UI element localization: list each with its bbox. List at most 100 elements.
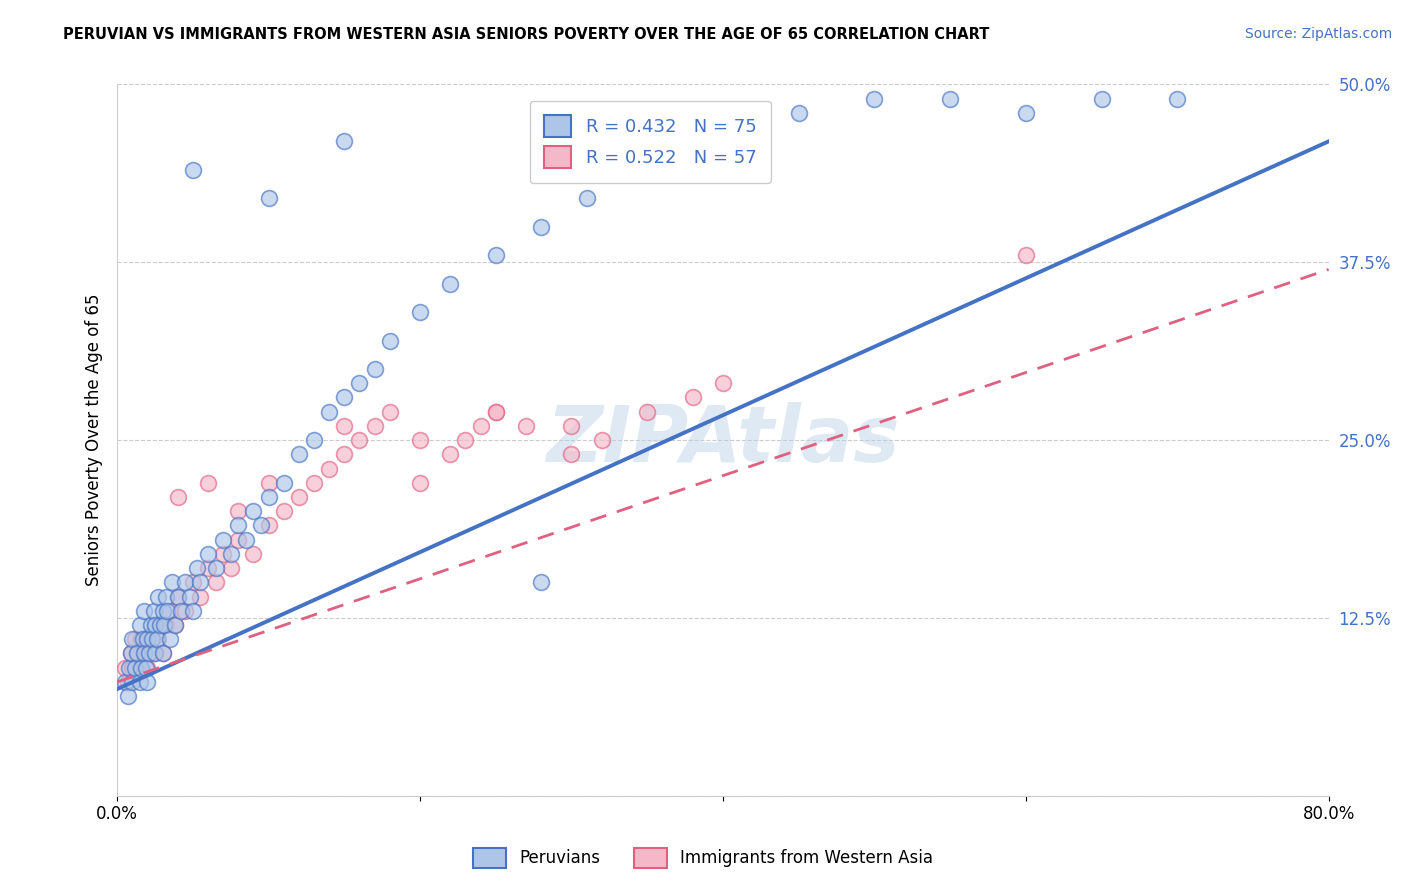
Point xyxy=(117,675,139,690)
Point xyxy=(136,675,159,690)
Point xyxy=(129,675,152,690)
Point xyxy=(120,647,142,661)
Point xyxy=(485,248,508,262)
Point xyxy=(139,618,162,632)
Point xyxy=(163,618,186,632)
Point xyxy=(682,391,704,405)
Point xyxy=(591,433,613,447)
Point xyxy=(378,334,401,348)
Point xyxy=(454,433,477,447)
Point xyxy=(166,490,188,504)
Point xyxy=(181,604,204,618)
Point xyxy=(152,647,174,661)
Point xyxy=(149,618,172,632)
Point xyxy=(159,632,181,647)
Point xyxy=(121,632,143,647)
Point xyxy=(787,106,810,120)
Point xyxy=(170,604,193,618)
Point xyxy=(363,418,385,433)
Point xyxy=(228,504,250,518)
Point xyxy=(250,518,273,533)
Point xyxy=(159,604,181,618)
Point xyxy=(1166,92,1188,106)
Point xyxy=(197,547,219,561)
Point xyxy=(146,632,169,647)
Point xyxy=(485,404,508,418)
Point xyxy=(160,575,183,590)
Point xyxy=(129,661,152,675)
Point xyxy=(124,632,146,647)
Point xyxy=(125,647,148,661)
Point xyxy=(125,647,148,661)
Point xyxy=(131,661,153,675)
Point xyxy=(132,632,155,647)
Point xyxy=(142,647,165,661)
Point xyxy=(197,561,219,575)
Point xyxy=(575,191,598,205)
Point xyxy=(136,661,159,675)
Point xyxy=(114,661,136,675)
Text: ZIPAtlas: ZIPAtlas xyxy=(546,402,900,478)
Point xyxy=(143,618,166,632)
Point xyxy=(152,647,174,661)
Point xyxy=(166,590,188,604)
Point xyxy=(129,618,152,632)
Point xyxy=(219,547,242,561)
Point xyxy=(134,647,156,661)
Legend: Peruvians, Immigrants from Western Asia: Peruvians, Immigrants from Western Asia xyxy=(465,841,941,875)
Point xyxy=(228,518,250,533)
Point xyxy=(273,504,295,518)
Point xyxy=(711,134,734,148)
Point xyxy=(155,590,177,604)
Point xyxy=(439,447,461,461)
Point xyxy=(333,447,356,461)
Point xyxy=(155,618,177,632)
Point xyxy=(142,604,165,618)
Point xyxy=(318,404,340,418)
Point xyxy=(333,418,356,433)
Point xyxy=(515,418,537,433)
Point xyxy=(174,604,197,618)
Point xyxy=(242,547,264,561)
Point xyxy=(235,533,257,547)
Text: Source: ZipAtlas.com: Source: ZipAtlas.com xyxy=(1244,27,1392,41)
Point xyxy=(120,647,142,661)
Point xyxy=(186,561,208,575)
Point xyxy=(349,376,371,391)
Point xyxy=(190,575,212,590)
Point xyxy=(204,561,226,575)
Point xyxy=(257,191,280,205)
Point xyxy=(863,92,886,106)
Point xyxy=(228,533,250,547)
Point xyxy=(166,590,188,604)
Y-axis label: Seniors Poverty Over the Age of 65: Seniors Poverty Over the Age of 65 xyxy=(86,293,103,586)
Point xyxy=(136,632,159,647)
Point xyxy=(118,661,141,675)
Point xyxy=(174,575,197,590)
Point xyxy=(134,604,156,618)
Point xyxy=(181,162,204,177)
Point xyxy=(530,575,553,590)
Point xyxy=(711,376,734,391)
Point xyxy=(190,590,212,604)
Point xyxy=(197,475,219,490)
Point xyxy=(636,162,658,177)
Point xyxy=(485,404,508,418)
Point xyxy=(439,277,461,291)
Point xyxy=(143,647,166,661)
Point xyxy=(139,632,162,647)
Point xyxy=(560,447,582,461)
Point xyxy=(1015,248,1038,262)
Point xyxy=(349,433,371,447)
Point xyxy=(145,632,167,647)
Point xyxy=(363,362,385,376)
Point xyxy=(560,418,582,433)
Point xyxy=(273,475,295,490)
Point xyxy=(135,661,157,675)
Point xyxy=(121,675,143,690)
Point xyxy=(288,447,311,461)
Point xyxy=(212,547,235,561)
Point xyxy=(302,475,325,490)
Point xyxy=(378,404,401,418)
Legend: R = 0.432   N = 75, R = 0.522   N = 57: R = 0.432 N = 75, R = 0.522 N = 57 xyxy=(530,101,770,183)
